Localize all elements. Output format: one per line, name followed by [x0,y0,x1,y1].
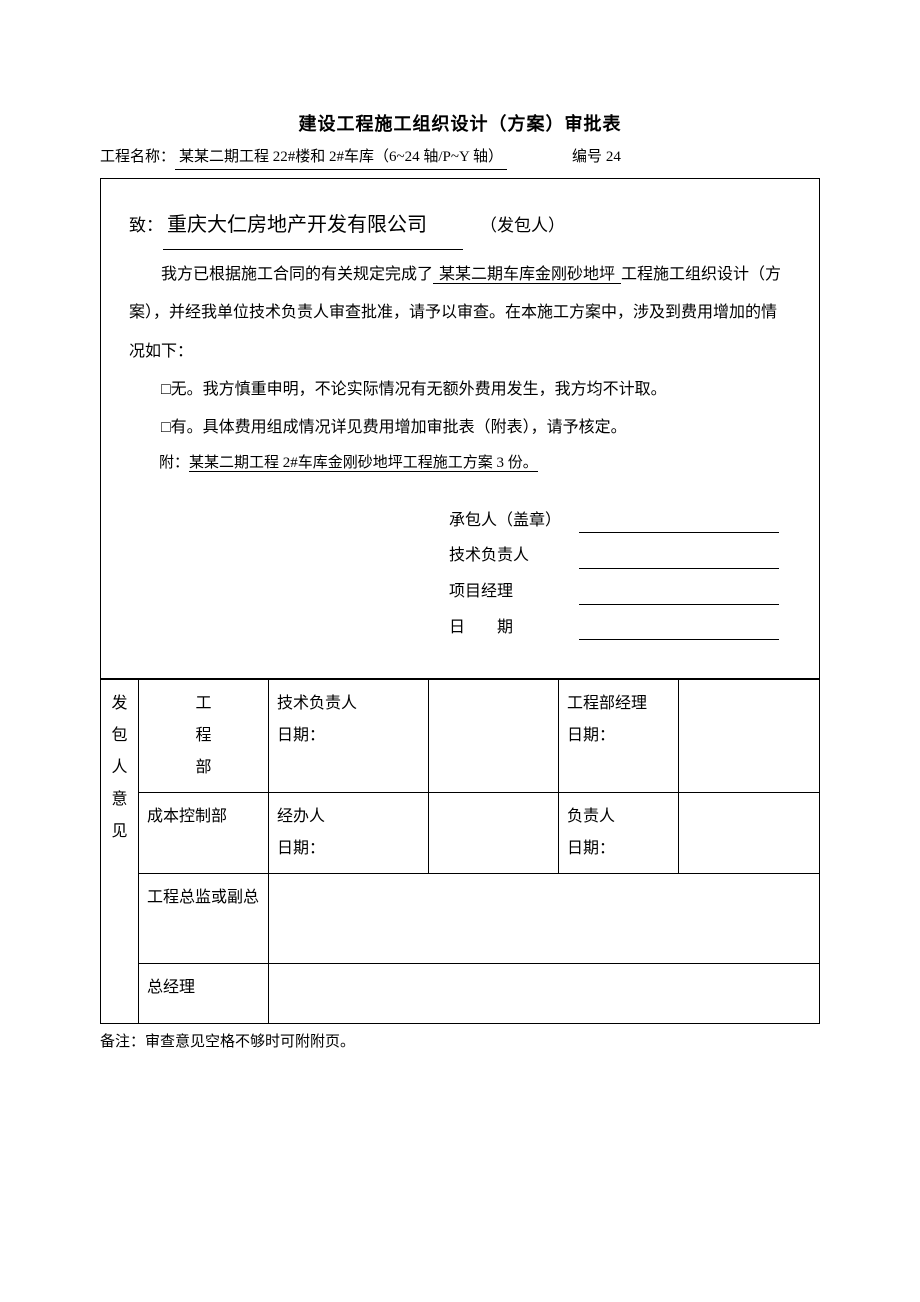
to-suffix: （发包人） [480,216,565,235]
approval-table: 发 包 人 意 见 工 程 部 技术负责人 日期： 工程部经理 日期： 成本控制… [100,679,820,1024]
attach-value: 某某二期工程 2#车库金刚砂地坪工程施工方案 3 份。 [189,455,538,472]
eng-tech-sign [429,680,559,793]
sig-row-contractor: 承包人（盖章） [449,508,791,534]
table-row: 发 包 人 意 见 工 程 部 技术负责人 日期： 工程部经理 日期： [101,680,820,793]
table-row: 工程总监或副总 [101,874,820,964]
dept-director: 工程总监或副总 [139,874,269,964]
sig-tech-label: 技术负责人 [449,543,569,569]
sig-pm-label: 项目经理 [449,579,569,605]
body-project-name: 某某二期车库金刚砂地坪 [433,266,621,284]
sig-row-pm: 项目经理 [449,579,791,605]
sig-contractor-label: 承包人（盖章） [449,508,569,534]
vert-char: 包 [109,720,130,752]
sig-date-line [579,620,779,640]
table-row: 总经理 [101,964,820,1024]
to-line: 致：重庆大仁房地产开发有限公司 （发包人） [129,203,791,250]
sig-pm-line [579,585,779,605]
checkbox-yes: □有。具体费用组成情况详见费用增加审批表（附表），请予核定。 [129,409,791,447]
vert-char: 发 [109,688,130,720]
project-label: 工程名称： [100,145,175,170]
to-value: 重庆大仁房地产开发有限公司 [163,203,463,250]
footnote: 备注：审查意见空格不够时可附附页。 [100,1030,820,1054]
vert-char: 见 [109,816,130,848]
sig-date-label: 日 期 [449,615,569,641]
eng-manager-sign [679,680,820,793]
dept-gm: 总经理 [139,964,269,1024]
gm-sign [269,964,820,1024]
dept-engineering: 工 程 部 [139,680,269,793]
cost-handler: 经办人 日期： [269,793,429,874]
sig-row-tech: 技术负责人 [449,543,791,569]
cost-lead: 负责人 日期： [559,793,679,874]
project-value: 某某二期工程 22#楼和 2#车库（6~24 轴/P~Y 轴） [175,145,507,170]
vert-label-cell: 发 包 人 意 见 [101,680,139,1024]
sig-tech-line [579,549,779,569]
eng-tech-lead: 技术负责人 日期： [269,680,429,793]
eng-manager: 工程部经理 日期： [559,680,679,793]
form-number: 编号 24 [572,145,621,170]
to-label: 致： [129,216,163,235]
body-prefix: 我方已根据施工合同的有关规定完成了 [161,266,433,283]
sig-row-date: 日 期 [449,615,791,641]
attachment-line: 附：某某二期工程 2#车库金刚砂地坪工程施工方案 3 份。 [129,448,791,478]
checkbox-none: □无。我方慎重申明，不论实际情况有无额外费用发生，我方均不计取。 [129,371,791,409]
header-row: 工程名称： 某某二期工程 22#楼和 2#车库（6~24 轴/P~Y 轴） 编号… [100,145,820,170]
table-row: 成本控制部 经办人 日期： 负责人 日期： [101,793,820,874]
sig-contractor-line [579,513,779,533]
main-content-box: 致：重庆大仁房地产开发有限公司 （发包人） 我方已根据施工合同的有关规定完成了 … [100,178,820,679]
signature-block: 承包人（盖章） 技术负责人 项目经理 日 期 [449,508,791,640]
form-title: 建设工程施工组织设计（方案）审批表 [100,110,820,139]
body-paragraph: 我方已根据施工合同的有关规定完成了 某某二期车库金刚砂地坪 工程施工组织设计（方… [129,256,791,371]
director-sign [269,874,820,964]
attach-label: 附： [159,455,189,471]
vert-char: 人 [109,752,130,784]
cost-handler-sign [429,793,559,874]
vert-char: 意 [109,784,130,816]
cost-lead-sign [679,793,820,874]
dept-cost: 成本控制部 [139,793,269,874]
